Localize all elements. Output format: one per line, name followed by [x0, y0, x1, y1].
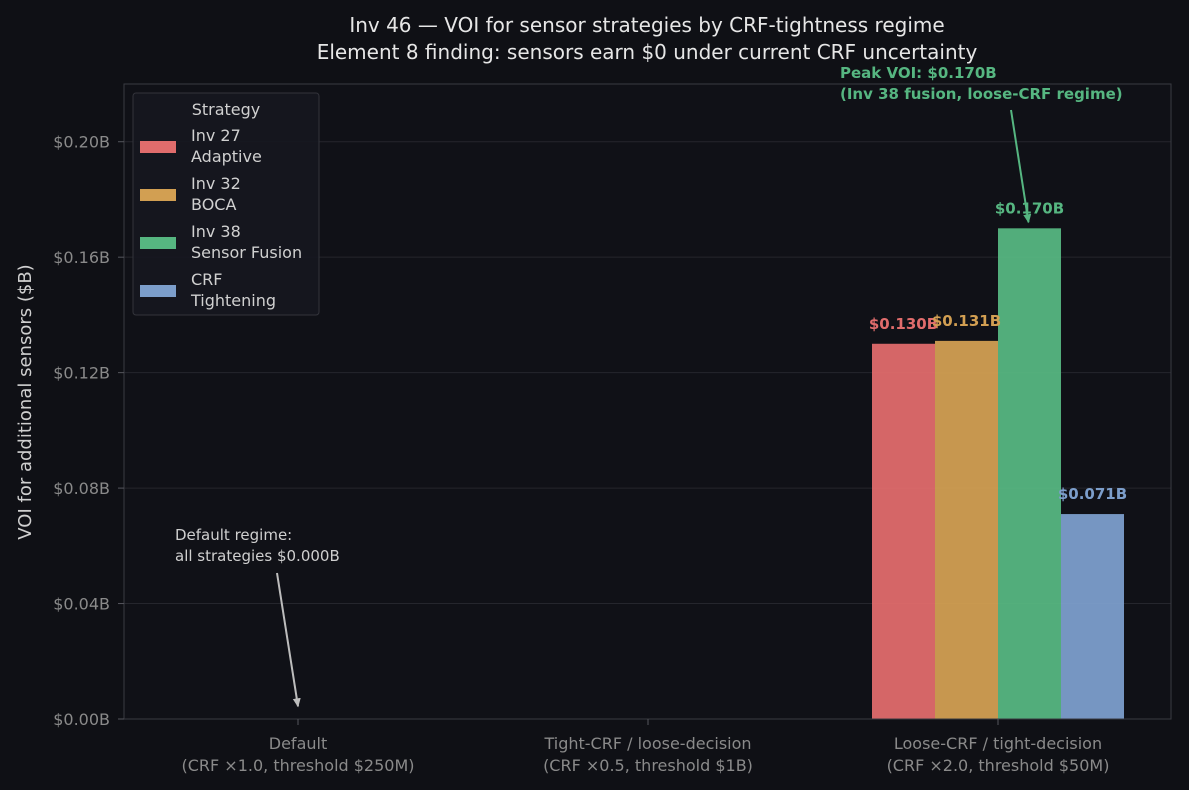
- x-tick-label: (CRF ×2.0, threshold $50M): [887, 756, 1110, 775]
- annotation-arrow: [276, 572, 301, 708]
- bar-value-label: $0.130B: [869, 315, 938, 333]
- x-tick-label: Tight-CRF / loose-decision: [543, 734, 751, 753]
- legend-label: Inv 38: [191, 222, 241, 241]
- x-tick-label: Loose-CRF / tight-decision: [894, 734, 1102, 753]
- legend-label: BOCA: [191, 195, 236, 214]
- annotation-default-regime: Default regime: all strategies $0.000B: [175, 526, 340, 708]
- bar-value-label: $0.170B: [995, 199, 1064, 217]
- y-axis-label: VOI for additional sensors ($B): [15, 264, 36, 539]
- x-tick-label: Default: [269, 734, 327, 753]
- legend-swatch: [140, 285, 176, 297]
- y-tick-label: $0.00B: [53, 710, 110, 729]
- chart-title: Inv 46 — VOI for sensor strategies by CR…: [349, 13, 944, 37]
- chart-subtitle: Element 8 finding: sensors earn $0 under…: [317, 40, 978, 64]
- x-tick-label: (CRF ×1.0, threshold $250M): [181, 756, 414, 775]
- legend-title: Strategy: [192, 100, 261, 119]
- legend-label: CRF: [191, 270, 223, 289]
- legend-swatch: [140, 189, 176, 201]
- y-tick-label: $0.04B: [53, 595, 110, 614]
- bar: [872, 343, 935, 719]
- annotation-text: (Inv 38 fusion, loose-CRF regime): [840, 85, 1123, 103]
- x-tick-label: (CRF ×0.5, threshold $1B): [543, 756, 753, 775]
- annotation-text: Default regime:: [175, 526, 292, 544]
- y-tick-label: $0.12B: [53, 364, 110, 383]
- legend-swatch: [140, 141, 176, 153]
- y-tick-label: $0.16B: [53, 248, 110, 267]
- y-tick-label: $0.08B: [53, 479, 110, 498]
- legend-label: Inv 27: [191, 126, 241, 145]
- legend-label: Sensor Fusion: [191, 243, 302, 262]
- legend-swatch: [140, 237, 176, 249]
- bar-value-label: $0.071B: [1058, 485, 1127, 503]
- annotation-text: Peak VOI: $0.170B: [840, 64, 997, 82]
- legend-label: Adaptive: [191, 147, 262, 166]
- annotation-arrow: [1010, 109, 1032, 224]
- annotation-peak-voi: Peak VOI: $0.170B (Inv 38 fusion, loose-C…: [840, 64, 1123, 224]
- bar-value-label: $0.131B: [932, 312, 1001, 330]
- legend-label: Inv 32: [191, 174, 241, 193]
- y-tick-label: $0.20B: [53, 133, 110, 152]
- legend-label: Tightening: [190, 291, 276, 310]
- bar: [1061, 514, 1124, 719]
- legend: Strategy Inv 27 Adaptive Inv 32 BOCA Inv 38 Se…: [132, 92, 320, 316]
- bar: [998, 228, 1061, 719]
- bar: [935, 340, 998, 719]
- legend-box: [132, 92, 320, 316]
- annotation-text: all strategies $0.000B: [175, 547, 340, 565]
